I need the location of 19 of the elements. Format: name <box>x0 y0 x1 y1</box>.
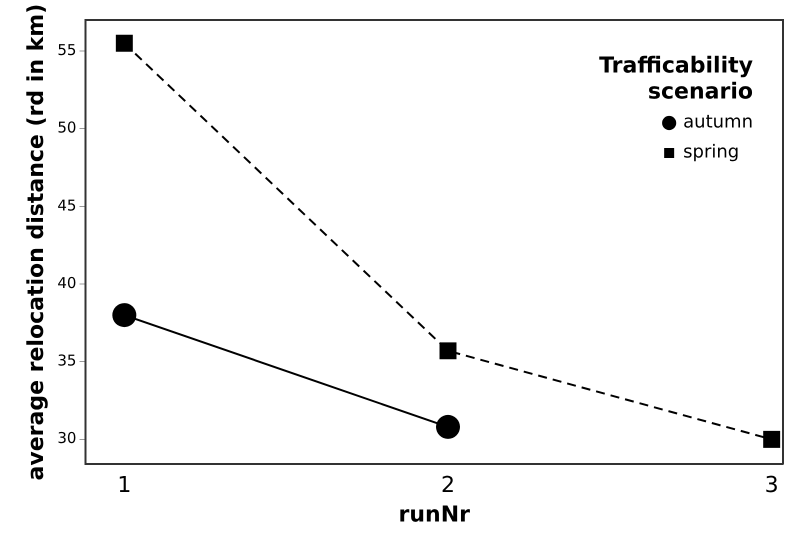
x-tick-label: 2 <box>441 473 455 498</box>
legend-label: autumn <box>683 112 754 133</box>
point <box>763 430 780 448</box>
point <box>112 303 136 328</box>
y-tick-label: 45 <box>57 196 76 214</box>
x-tick-label: 1 <box>117 473 132 498</box>
y-tick-label: 55 <box>57 40 76 59</box>
legend-label: spring <box>683 142 740 163</box>
y-tick-label: 40 <box>57 274 76 292</box>
x-axis-title: runNr <box>398 502 470 528</box>
point <box>436 414 460 439</box>
y-tick-label: 30 <box>57 429 76 448</box>
legend-title: Trafficability scenario <box>599 54 753 105</box>
y-tick-label: 50 <box>57 118 76 137</box>
y-axis-title: average relocation distance (rd in km) <box>24 4 49 480</box>
point <box>440 342 456 360</box>
point <box>116 34 133 52</box>
y-tick-label: 35 <box>57 352 76 370</box>
x-tick-label: 3 <box>764 473 779 498</box>
